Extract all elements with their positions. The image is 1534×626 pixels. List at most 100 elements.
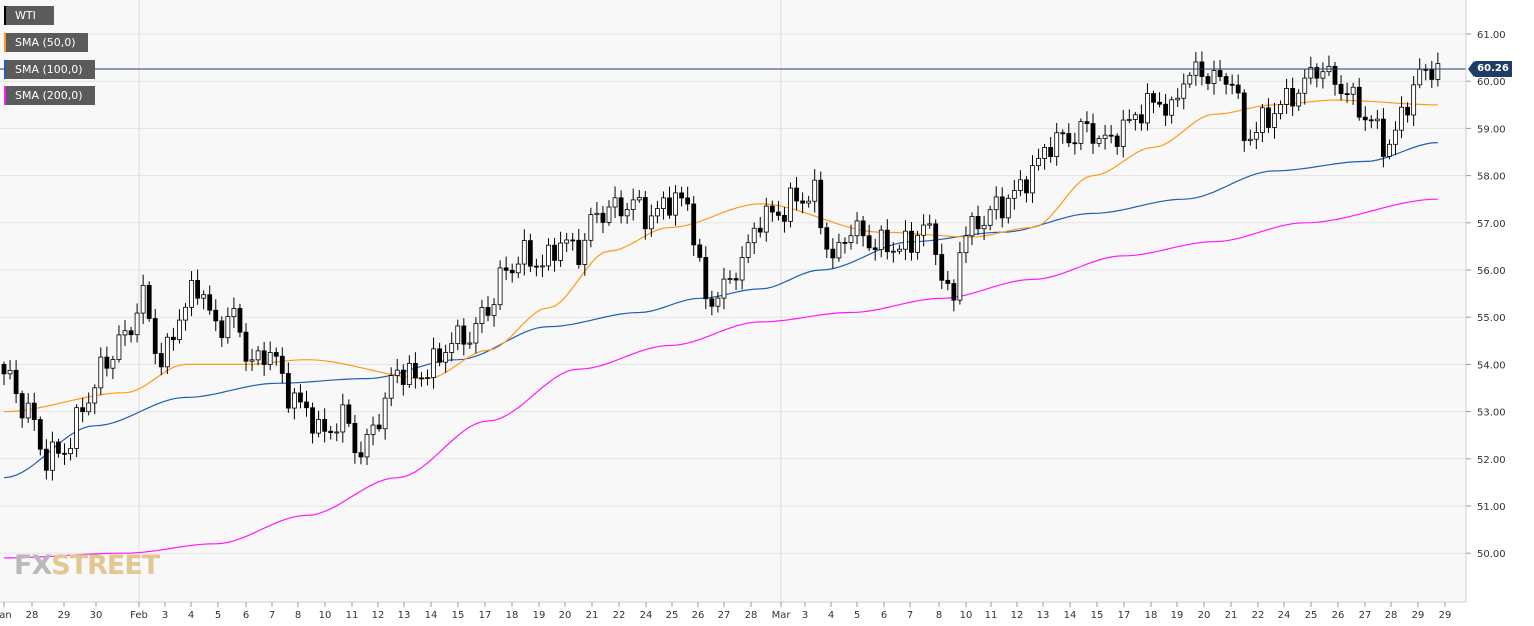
candle-up	[291, 392, 297, 409]
candle-up	[727, 278, 733, 280]
candle-down	[757, 227, 763, 233]
candle-up	[921, 224, 926, 236]
candle-up	[630, 199, 636, 210]
x-tick-label: 13	[398, 610, 411, 621]
candle-up	[443, 352, 449, 363]
candle-down	[298, 392, 303, 403]
candle-up	[134, 312, 140, 336]
candle-up	[739, 256, 745, 281]
candle-up	[225, 316, 231, 339]
fxstreet-logo: FXSTREET	[14, 550, 160, 581]
candle-down	[1223, 76, 1229, 85]
candle-down	[691, 203, 697, 246]
candle-down	[999, 196, 1005, 219]
candle-up	[388, 375, 394, 399]
candle-down	[1151, 93, 1156, 103]
candle-down	[419, 377, 424, 380]
candle-up	[449, 343, 455, 353]
x-tick-label: 10	[319, 610, 332, 621]
candle-down	[1362, 116, 1368, 121]
candle-down	[1314, 67, 1320, 79]
candle-down	[243, 331, 249, 362]
legend-swatch-wti	[4, 6, 6, 25]
candle-up	[987, 209, 993, 226]
candle-down	[703, 257, 709, 300]
candle-up	[515, 263, 521, 274]
candle-up	[1278, 104, 1283, 115]
x-tick-label: 25	[666, 610, 679, 621]
candle-down	[1229, 83, 1235, 86]
candle-down	[346, 404, 352, 424]
candle-down	[824, 227, 830, 250]
candle-up	[963, 235, 969, 254]
candle-down	[219, 320, 225, 339]
candle-up	[957, 252, 963, 301]
candle-up	[648, 215, 654, 230]
candle-up	[425, 377, 430, 379]
candle-down	[310, 407, 315, 434]
candle-up	[267, 352, 273, 365]
candle-down	[1066, 133, 1072, 144]
candle-up	[715, 297, 721, 307]
y-tick-label: 58.00	[1477, 172, 1506, 183]
candle-up	[751, 227, 757, 244]
candle-up	[74, 407, 79, 449]
sma-200-line	[4, 198, 1438, 559]
candle-down	[322, 419, 328, 432]
candle-down	[31, 402, 37, 420]
candle-up	[231, 308, 237, 318]
candle-down	[1024, 179, 1029, 194]
x-tick-label: 27	[718, 610, 731, 621]
candle-up	[1018, 179, 1023, 191]
candle-up	[612, 197, 618, 208]
candle-down	[273, 352, 279, 357]
x-tick-label: 5	[215, 610, 221, 621]
candle-up	[183, 306, 188, 321]
x-tick-label: 12	[1011, 610, 1024, 621]
candle-down	[782, 215, 787, 222]
candle-down	[261, 350, 267, 365]
candle-down	[951, 283, 957, 301]
candle-up	[98, 356, 104, 389]
candle-up	[7, 369, 13, 375]
candle-up	[655, 208, 660, 217]
candle-down	[884, 229, 890, 253]
candle-down	[358, 452, 364, 458]
candle-up	[189, 280, 194, 308]
sma-50-line	[3, 99, 1438, 413]
candle-down	[376, 424, 382, 430]
candle-up	[558, 242, 563, 261]
candle-up	[340, 404, 346, 433]
sma-100-series	[3, 142, 1438, 479]
candle-up	[721, 278, 727, 299]
candle-down	[1405, 106, 1410, 116]
current-price-badge: 60.26	[1468, 61, 1512, 77]
candle-down	[213, 309, 219, 322]
x-tick-label: 7	[269, 610, 275, 621]
candle-up	[606, 206, 612, 223]
x-tick-label: 25	[1305, 610, 1318, 621]
candle-down	[195, 280, 201, 299]
candle-down	[679, 192, 684, 199]
candle-up	[1175, 97, 1181, 101]
candle-down	[642, 197, 648, 230]
x-tick-label: 24	[1278, 610, 1291, 621]
sma-200-series	[4, 198, 1438, 559]
candle-up	[1411, 84, 1417, 116]
x-tick-label: 20	[1198, 610, 1211, 621]
x-tick-label: 7	[907, 610, 913, 621]
x-tick-label: 12	[372, 610, 385, 621]
candle-up	[479, 307, 485, 325]
x-tick-label: 17	[1118, 610, 1131, 621]
candle-up	[50, 441, 55, 471]
candle-up	[594, 212, 600, 216]
legend-label-wti: WTI	[15, 9, 36, 22]
candle-down	[1356, 86, 1362, 118]
candle-down	[1205, 76, 1211, 84]
legend-label-sma200: SMA (200,0)	[15, 89, 83, 102]
candle-down	[1139, 114, 1144, 124]
candle-up	[540, 265, 545, 268]
candle-up	[1435, 63, 1441, 80]
candle-up	[903, 230, 908, 250]
legend-item-sma50: SMA (50,0)	[4, 33, 88, 52]
